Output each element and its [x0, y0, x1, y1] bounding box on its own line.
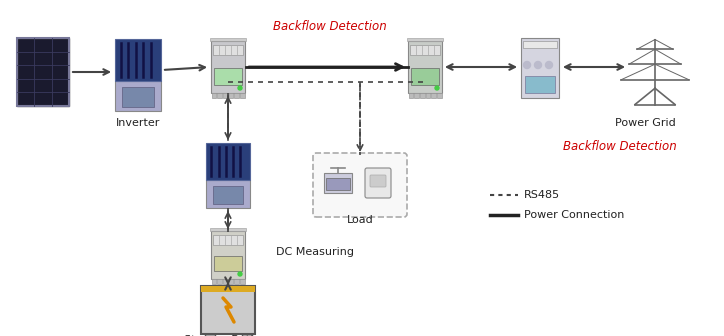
FancyBboxPatch shape	[324, 173, 352, 193]
FancyBboxPatch shape	[214, 256, 242, 271]
FancyBboxPatch shape	[115, 81, 161, 111]
FancyBboxPatch shape	[523, 41, 557, 48]
FancyBboxPatch shape	[313, 153, 407, 217]
Text: Backflow Detection: Backflow Detection	[273, 20, 387, 33]
FancyBboxPatch shape	[234, 93, 239, 98]
Circle shape	[523, 61, 531, 69]
FancyBboxPatch shape	[211, 231, 245, 279]
FancyBboxPatch shape	[201, 286, 255, 292]
Circle shape	[435, 86, 439, 90]
Text: RS485: RS485	[524, 190, 560, 200]
FancyBboxPatch shape	[206, 180, 250, 208]
FancyBboxPatch shape	[437, 93, 442, 98]
FancyBboxPatch shape	[122, 87, 154, 107]
FancyBboxPatch shape	[211, 93, 216, 98]
Text: Storage Battery: Storage Battery	[184, 335, 272, 336]
FancyBboxPatch shape	[217, 93, 222, 98]
FancyBboxPatch shape	[407, 38, 443, 41]
FancyBboxPatch shape	[420, 93, 424, 98]
FancyBboxPatch shape	[17, 38, 69, 106]
Text: DC Measuring: DC Measuring	[276, 247, 354, 257]
FancyBboxPatch shape	[408, 41, 442, 93]
Text: Load: Load	[347, 215, 374, 225]
FancyBboxPatch shape	[432, 93, 436, 98]
FancyBboxPatch shape	[210, 38, 246, 41]
FancyBboxPatch shape	[234, 279, 239, 284]
FancyBboxPatch shape	[242, 334, 251, 336]
FancyBboxPatch shape	[217, 279, 222, 284]
FancyBboxPatch shape	[223, 279, 227, 284]
FancyBboxPatch shape	[213, 235, 243, 245]
FancyBboxPatch shape	[365, 168, 391, 198]
FancyBboxPatch shape	[204, 334, 214, 336]
Text: Backflow Detection: Backflow Detection	[563, 140, 677, 153]
FancyBboxPatch shape	[370, 175, 386, 187]
Circle shape	[534, 61, 542, 69]
FancyBboxPatch shape	[115, 39, 161, 81]
FancyBboxPatch shape	[410, 45, 440, 55]
FancyBboxPatch shape	[326, 178, 350, 190]
FancyBboxPatch shape	[211, 279, 216, 284]
Text: Power Connection: Power Connection	[524, 210, 624, 220]
FancyBboxPatch shape	[426, 93, 430, 98]
FancyBboxPatch shape	[525, 76, 555, 93]
FancyBboxPatch shape	[201, 286, 255, 334]
Text: Power Grid: Power Grid	[615, 118, 675, 128]
Circle shape	[545, 61, 552, 69]
FancyBboxPatch shape	[240, 93, 245, 98]
Circle shape	[238, 272, 242, 276]
FancyBboxPatch shape	[240, 279, 245, 284]
FancyBboxPatch shape	[211, 41, 245, 93]
FancyBboxPatch shape	[223, 93, 227, 98]
FancyBboxPatch shape	[206, 142, 250, 180]
FancyBboxPatch shape	[521, 38, 559, 98]
FancyBboxPatch shape	[411, 68, 439, 85]
FancyBboxPatch shape	[414, 93, 418, 98]
FancyBboxPatch shape	[210, 228, 246, 231]
Text: Inverter: Inverter	[116, 118, 160, 128]
Circle shape	[238, 86, 242, 90]
FancyBboxPatch shape	[229, 93, 233, 98]
FancyBboxPatch shape	[213, 186, 243, 204]
FancyBboxPatch shape	[214, 68, 242, 85]
FancyBboxPatch shape	[213, 45, 243, 55]
FancyBboxPatch shape	[408, 93, 413, 98]
FancyBboxPatch shape	[229, 279, 233, 284]
